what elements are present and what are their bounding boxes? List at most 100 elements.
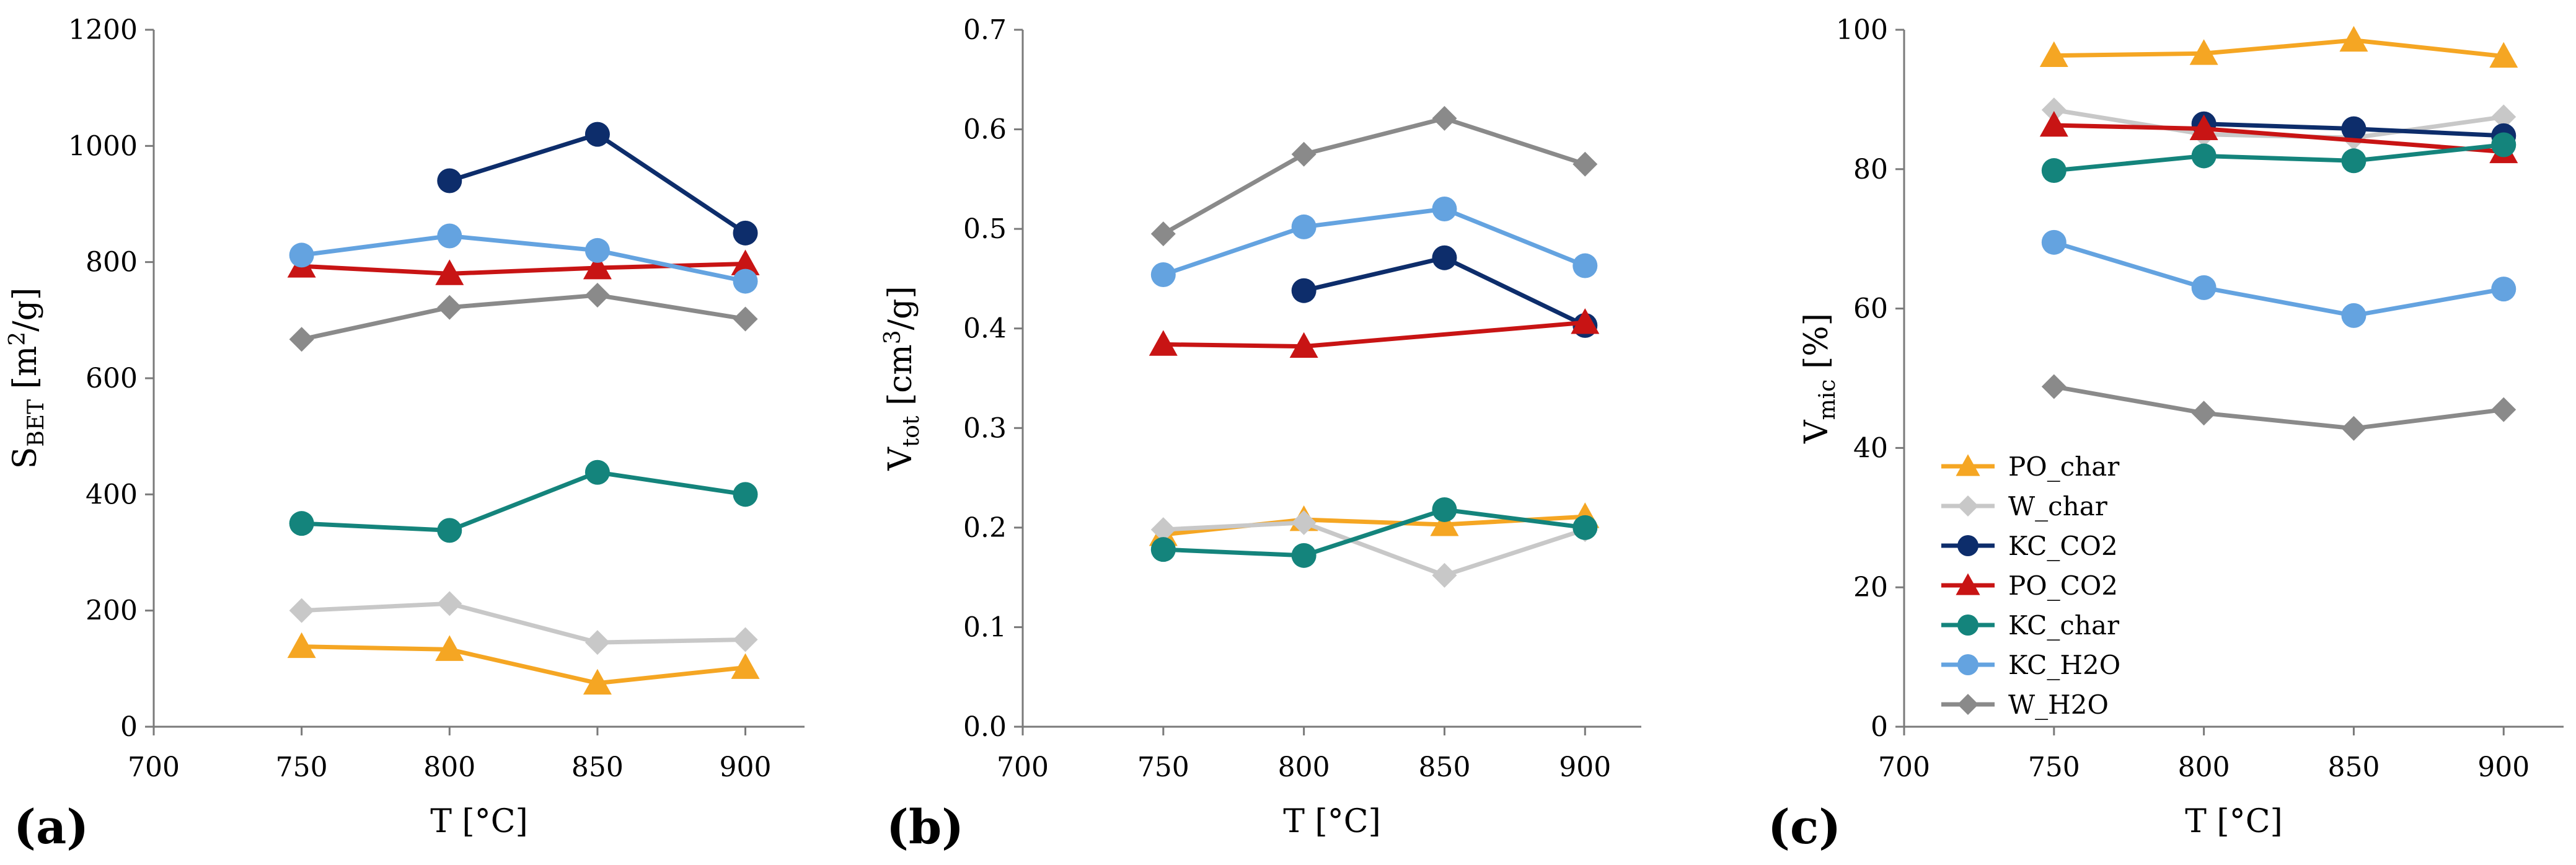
data-point	[2041, 158, 2067, 184]
legend-marker	[1957, 495, 1978, 517]
data-point	[437, 518, 462, 543]
x-tick-label: 900	[2477, 752, 2530, 783]
series-line	[1163, 320, 1586, 349]
data-point	[733, 220, 758, 246]
panel-a: 0 200 400 600 800 1000 1200 700 750 800 850 900 T [°…	[5, 14, 805, 854]
data-point	[2489, 42, 2518, 68]
data-point	[2041, 229, 2067, 255]
legend-label: PO_char	[2008, 451, 2120, 482]
data-point	[1291, 510, 1317, 535]
x-tick-label: 750	[276, 752, 328, 783]
data-point	[2191, 401, 2217, 426]
y-axis-label: Vmic [%]	[1798, 313, 1840, 444]
series-line	[2053, 142, 2504, 173]
y-axis-label-part: BET	[24, 399, 49, 447]
y-tick-label: 100	[1836, 14, 1888, 46]
data-point	[583, 254, 612, 280]
legend-marker	[1957, 694, 1978, 715]
x-tick-label: 900	[720, 752, 772, 783]
series-PO_char	[1149, 502, 1600, 546]
y-axis-label-part: tot	[899, 415, 924, 447]
data-point	[2491, 132, 2516, 157]
data-point	[584, 237, 610, 263]
y-tick-label: 1200	[68, 14, 138, 46]
data-point	[1432, 197, 1457, 222]
data-point	[2041, 374, 2067, 399]
panel-label: (a)	[14, 799, 89, 854]
legend-label: KC_H2O	[2008, 650, 2120, 680]
legend-label: W_H2O	[2008, 690, 2109, 720]
data-point	[1150, 537, 1176, 562]
data-point	[584, 630, 610, 655]
data-point	[287, 632, 316, 659]
data-point	[437, 295, 462, 320]
data-point	[1291, 543, 1317, 568]
y-tick-label: 0.0	[963, 711, 1007, 743]
data-point	[289, 242, 314, 268]
series-KC_char	[2041, 132, 2516, 184]
y-tick-label: 0.1	[963, 611, 1007, 643]
y-tick-label: 200	[86, 595, 138, 627]
series-line	[1162, 116, 1586, 236]
series-line	[449, 132, 747, 235]
y-tick-label: 1000	[68, 130, 138, 162]
legend-marker	[1956, 573, 1980, 595]
series-PO_char	[2039, 25, 2518, 68]
series-KC_H2O	[2041, 229, 2516, 328]
y-axis-label-part: 2	[5, 332, 30, 346]
series-KC_char	[1150, 497, 1598, 568]
series-W_H2O	[289, 283, 758, 352]
x-tick-label: 700	[997, 752, 1049, 783]
series-line	[301, 470, 746, 533]
data-point	[584, 459, 610, 485]
data-point	[2341, 303, 2366, 328]
data-point	[289, 327, 314, 352]
data-point	[1150, 221, 1176, 247]
y-tick-label: 0.3	[963, 412, 1007, 444]
series-line	[2053, 123, 2504, 154]
legend-marker	[1957, 535, 1978, 556]
data-point	[2039, 110, 2068, 137]
x-tick-label: 850	[1418, 752, 1470, 783]
x-axis-label: T [°C]	[1283, 803, 1381, 840]
x-tick-label: 800	[423, 752, 475, 783]
series-line	[301, 601, 746, 645]
y-axis-label: SBET [m2/g]	[5, 288, 49, 469]
data-point	[289, 511, 314, 536]
data-point	[1291, 214, 1317, 239]
y-tick-label: 60	[1853, 293, 1888, 325]
y-tick-label: 0.4	[963, 313, 1007, 345]
data-point	[2341, 148, 2366, 174]
data-point	[2341, 415, 2366, 441]
series-line	[301, 234, 746, 284]
y-axis-label-part: [%]	[1798, 313, 1835, 379]
x-tick-label: 700	[128, 752, 180, 783]
panel-label: (c)	[1768, 799, 1841, 854]
series-W_H2O	[2041, 374, 2516, 441]
data-point	[583, 668, 612, 695]
series-line	[2053, 240, 2504, 318]
y-tick-label: 400	[86, 479, 138, 510]
legend-label: W_char	[2008, 491, 2108, 521]
series-KC_char	[289, 459, 758, 543]
series-W_H2O	[1150, 105, 1598, 247]
data-point	[2491, 397, 2516, 422]
y-axis-label-part: /g]	[882, 286, 919, 330]
y-axis-label-part: [cm	[882, 344, 919, 415]
y-axis-label-part: V	[1798, 419, 1835, 444]
legend-label: KC_char	[2008, 610, 2120, 641]
data-point	[2189, 39, 2218, 65]
y-axis-label-part: /g]	[7, 288, 44, 332]
panel-c: 0 20 40 60 80 100 700 750 800 850 900 T [°C] Vmic [%…	[1768, 14, 2564, 854]
data-point	[1150, 517, 1176, 543]
data-point	[435, 259, 464, 285]
data-point	[1432, 245, 1457, 270]
x-tick-label: 850	[571, 752, 624, 783]
legend-marker	[1956, 454, 1980, 476]
data-point	[435, 635, 464, 661]
data-point	[1573, 253, 1598, 278]
data-point	[731, 249, 760, 275]
y-axis-label-part: [m	[7, 346, 44, 399]
series-KC_H2O	[289, 223, 758, 294]
y-axis-label: Vtot [cm3/g]	[880, 286, 924, 471]
